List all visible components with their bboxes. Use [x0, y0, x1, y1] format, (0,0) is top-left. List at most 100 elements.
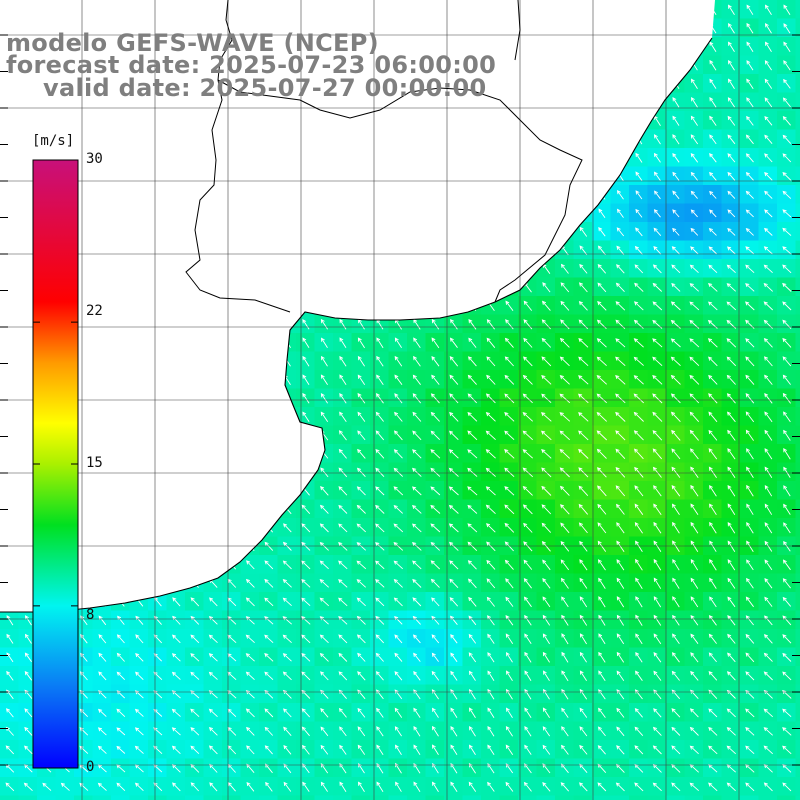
- wind-arrow: [246, 560, 255, 570]
- wind-arrow: [634, 707, 643, 718]
- wind-arrow: [671, 652, 680, 663]
- wind-arrow: [467, 374, 477, 385]
- wind-arrow: [708, 782, 718, 792]
- wind-arrow: [301, 541, 311, 551]
- wind-arrow: [540, 412, 552, 422]
- wind-arrow: [783, 485, 791, 497]
- speed-cell: [462, 795, 482, 800]
- wind-arrow: [782, 671, 792, 681]
- wind-arrow: [245, 597, 255, 607]
- wind-arrow: [709, 190, 717, 199]
- speed-cell: [444, 795, 464, 800]
- wind-arrow: [394, 744, 402, 755]
- wind-arrow: [709, 153, 717, 163]
- wind-arrow: [171, 671, 181, 680]
- speed-cell: [795, 481, 800, 501]
- wind-arrow: [634, 282, 644, 292]
- wind-arrow: [670, 301, 681, 311]
- wind-arrow: [764, 23, 772, 34]
- wind-arrow: [745, 411, 755, 423]
- wind-arrow: [485, 430, 496, 441]
- wind-arrow: [690, 652, 699, 663]
- wind-arrow: [24, 633, 32, 644]
- wind-arrow: [485, 504, 496, 515]
- wind-arrow: [320, 485, 329, 496]
- wind-arrow: [764, 596, 773, 607]
- wind-arrow: [763, 708, 774, 718]
- wind-arrow: [726, 708, 736, 718]
- wind-arrow: [339, 374, 347, 386]
- wind-arrow: [448, 486, 459, 496]
- speed-cell: [795, 0, 800, 20]
- speed-cell: [370, 795, 390, 800]
- wind-arrow: [561, 670, 569, 682]
- wind-arrow: [449, 578, 459, 589]
- wind-arrow: [302, 744, 310, 755]
- wind-arrow: [727, 134, 736, 145]
- wind-arrow: [709, 171, 717, 181]
- wind-arrow: [707, 338, 718, 348]
- wind-arrow: [689, 411, 700, 422]
- land-mass: [0, 0, 715, 612]
- wind-arrow: [542, 744, 551, 755]
- wind-arrow: [376, 337, 384, 349]
- wind-arrow: [746, 115, 754, 126]
- wind-arrow: [412, 449, 422, 459]
- wind-arrow: [578, 338, 589, 348]
- wind-arrow: [430, 578, 440, 588]
- wind-arrow: [670, 411, 681, 423]
- wind-arrow: [430, 430, 441, 441]
- wind-arrow: [782, 782, 792, 792]
- wind-arrow: [246, 745, 255, 755]
- wind-arrow: [709, 596, 717, 608]
- colorbar-ticks: [33, 159, 78, 769]
- wind-arrow: [763, 745, 774, 755]
- wind-arrow: [376, 355, 384, 367]
- wind-arrow: [578, 301, 588, 311]
- wind-arrow: [357, 374, 366, 385]
- wind-arrow: [541, 467, 552, 478]
- wind-arrow: [596, 448, 607, 459]
- wind-arrow: [541, 375, 552, 385]
- wind-arrow: [764, 448, 773, 460]
- wind-arrow: [246, 726, 255, 736]
- wind-arrow: [764, 134, 773, 144]
- wind-arrow: [745, 227, 754, 236]
- wind-arrow: [653, 652, 662, 663]
- wind-arrow: [319, 504, 329, 514]
- wind-arrow: [783, 540, 791, 552]
- wind-arrow: [375, 542, 385, 551]
- wind-arrow: [393, 597, 403, 607]
- wind-arrow: [726, 671, 736, 681]
- wind-arrow: [709, 115, 717, 126]
- wind-arrow: [504, 356, 514, 367]
- wind-arrow: [432, 781, 439, 792]
- wind-arrow: [634, 745, 644, 755]
- wind-arrow: [358, 781, 365, 792]
- wind-arrow: [356, 579, 367, 588]
- wind-arrow: [615, 467, 626, 478]
- wind-arrow: [782, 153, 792, 163]
- wind-arrow: [301, 653, 311, 662]
- wind-arrow: [486, 596, 495, 607]
- wind-arrow: [541, 485, 552, 496]
- wind-arrow: [727, 633, 736, 644]
- wind-arrow: [264, 708, 274, 718]
- speed-cell: [795, 203, 800, 223]
- wind-arrow: [504, 374, 515, 385]
- wind-arrow: [522, 412, 534, 422]
- wind-arrow: [357, 448, 366, 459]
- wind-arrow: [320, 726, 329, 737]
- wind-arrow: [672, 152, 680, 163]
- wind-arrow: [79, 671, 88, 681]
- speed-cell: [795, 314, 800, 334]
- wind-arrow: [171, 653, 181, 662]
- wind-arrow: [745, 190, 754, 199]
- wind-arrow: [171, 745, 181, 755]
- speed-cell: [795, 74, 800, 94]
- wind-arrow: [338, 634, 348, 644]
- wind-arrow: [727, 577, 736, 589]
- wind-arrow: [578, 282, 588, 293]
- wind-arrow: [467, 486, 478, 496]
- wind-arrow: [709, 503, 717, 516]
